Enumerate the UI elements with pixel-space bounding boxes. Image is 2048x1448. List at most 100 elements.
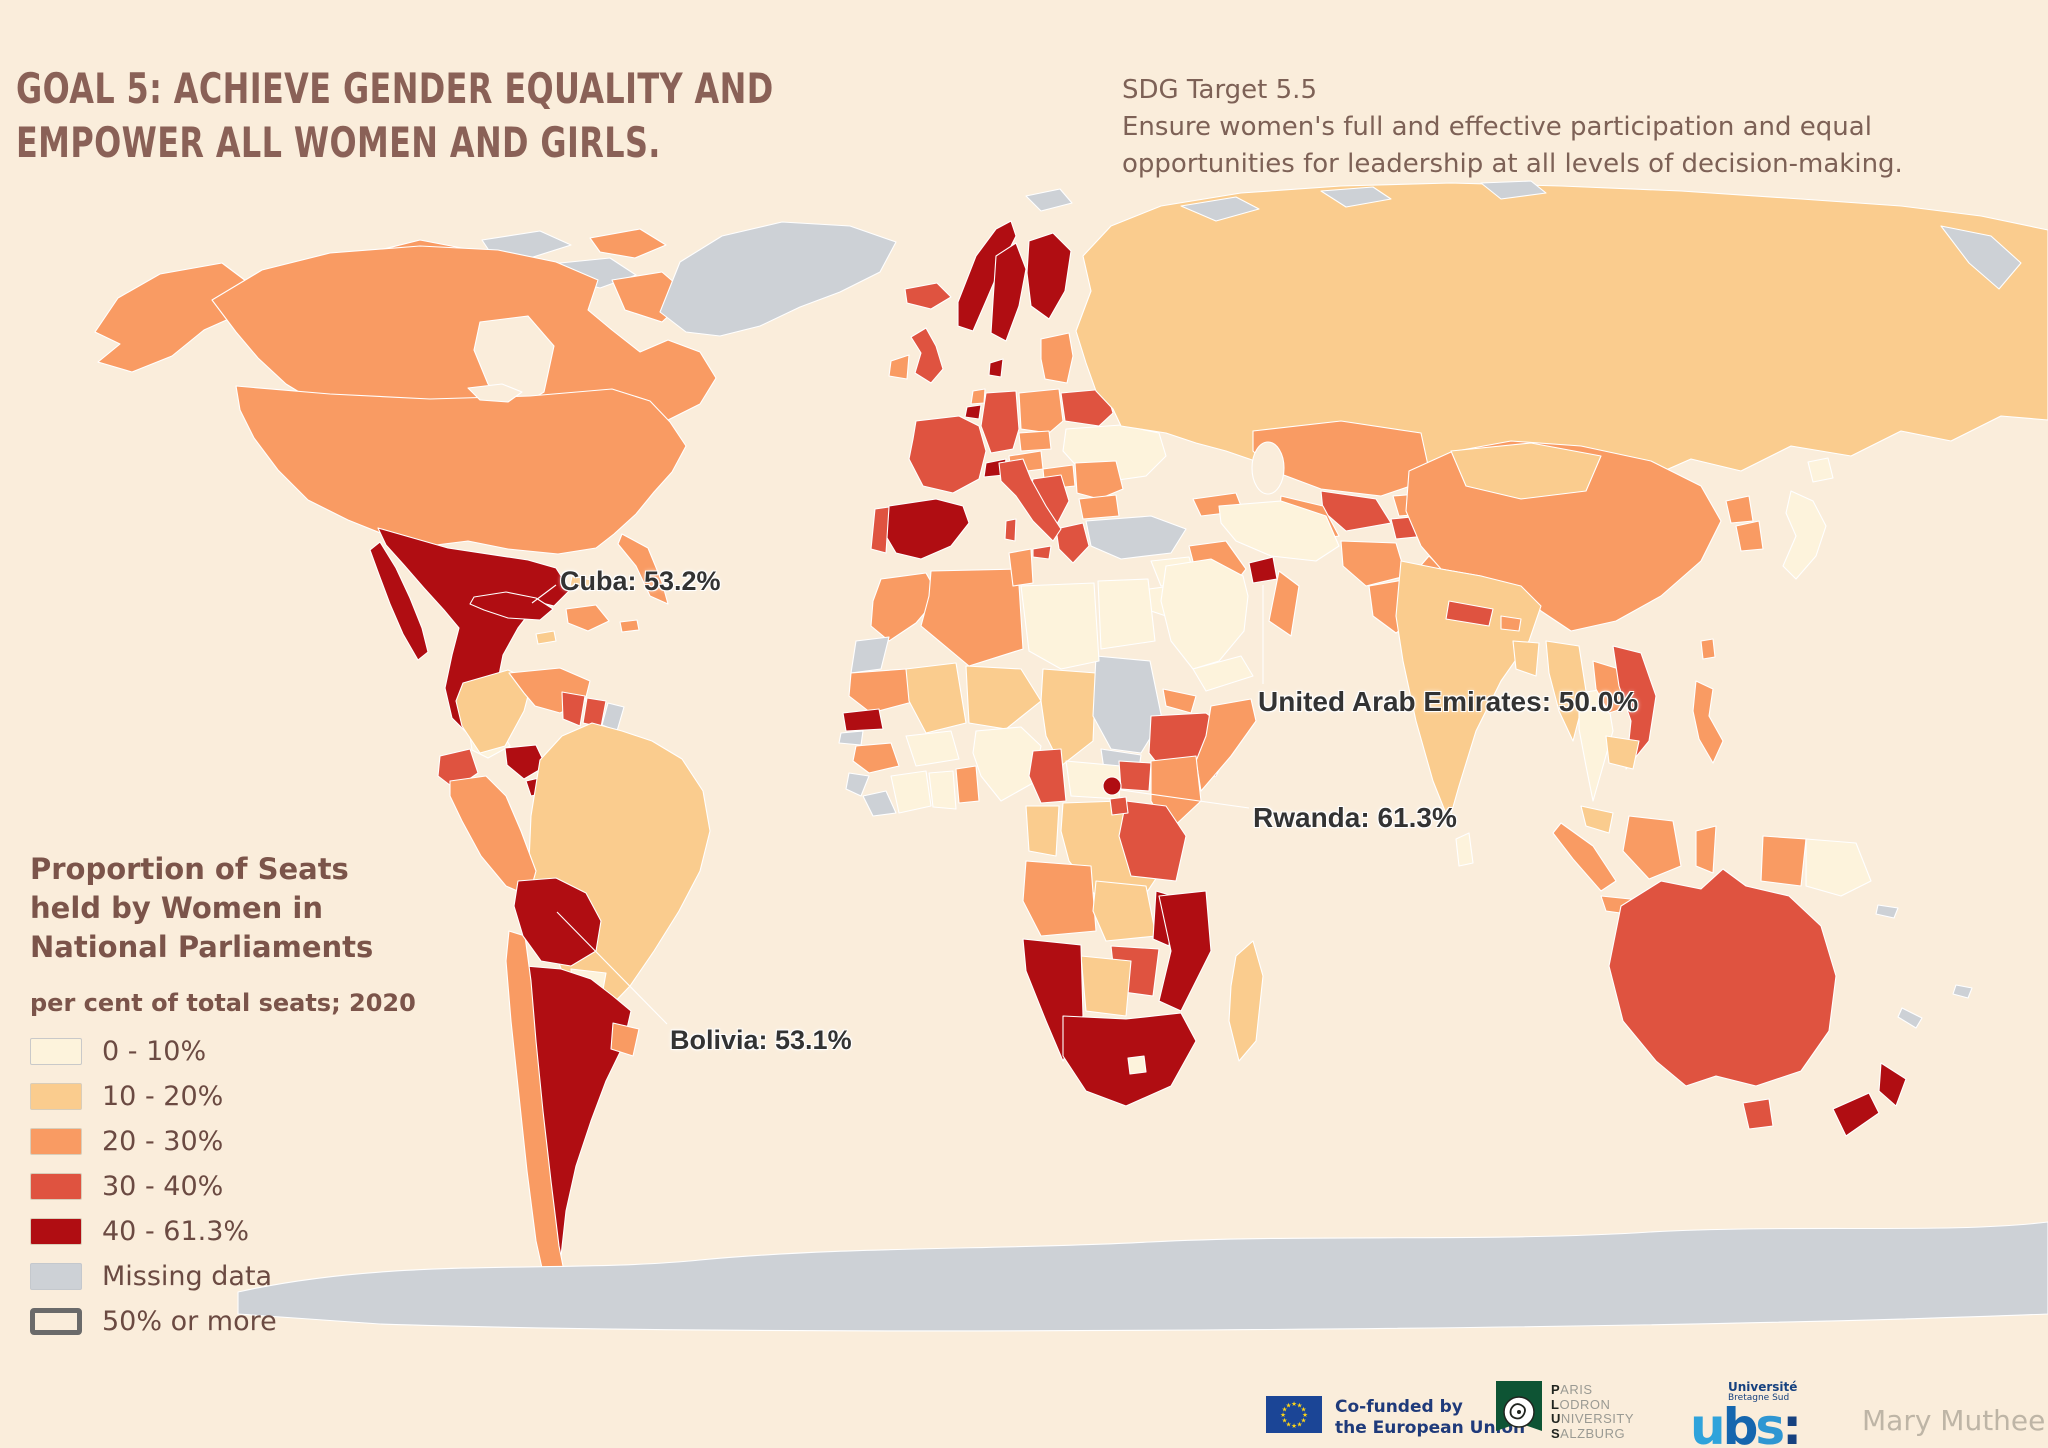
- legend-title-line2: held by Women in: [30, 891, 323, 925]
- leader-cuba: [531, 584, 557, 604]
- callout-cuba: Cuba: 53.2%: [560, 566, 721, 596]
- author-credit: Mary Muthee: [1862, 1404, 2046, 1437]
- eu-cofunded-logo: ★ ★ ★ ★ ★ ★ ★ ★ ★ ★ ★ ★ Co-funded by the Europea…: [1266, 1396, 1525, 1439]
- eu-flag-icon: ★ ★★ ★★★ ★★★ ★★★: [1266, 1396, 1322, 1433]
- country-uae: [1248, 556, 1278, 584]
- svg-text:★: ★: [1297, 1402, 1303, 1410]
- country-italy: [998, 458, 1062, 542]
- region-south-america: [437, 667, 711, 1287]
- country-png: [1805, 838, 1872, 897]
- country-france: [908, 415, 987, 494]
- svg-text:★: ★: [1297, 1421, 1303, 1429]
- country-indonesia: [1622, 815, 1682, 880]
- country-algeria: [920, 568, 1024, 667]
- legend-swatch-50-or-more: [30, 1308, 82, 1335]
- legend-title-line1: Proportion of Seats: [30, 852, 349, 886]
- country-antarctica: [237, 1221, 2048, 1332]
- legend-swatch-0-10: [30, 1038, 82, 1065]
- ubs-university-logo: Université Bretagne Sud ubs:: [1690, 1380, 1820, 1448]
- svg-text:★: ★: [1291, 1422, 1297, 1430]
- legend-item-missing: Missing data: [30, 1254, 430, 1299]
- country-rwanda: [1102, 776, 1122, 796]
- country-morocco: [870, 572, 940, 642]
- svg-text:★: ★: [1282, 1417, 1288, 1425]
- legend-item-50-or-more: 50% or more: [30, 1299, 430, 1344]
- legend-item-30-40: 30 - 40%: [30, 1164, 430, 1209]
- eu-cofunded-text: Co-funded by the European Union: [1335, 1397, 1526, 1438]
- country-libya: [1020, 582, 1100, 670]
- sdg-target-label: SDG Target 5.5: [1122, 75, 1317, 105]
- country-nigeria: [972, 726, 1042, 802]
- region-russia-central-asia: [1075, 180, 2048, 542]
- legend-item-40-61: 40 - 61.3%: [30, 1209, 430, 1254]
- country-egypt: [1097, 578, 1156, 650]
- legend-swatch-10-20: [30, 1083, 82, 1110]
- svg-text:★: ★: [1291, 1400, 1297, 1408]
- region-africa: [838, 548, 1264, 1107]
- legend-item-20-30: 20 - 30%: [30, 1119, 430, 1164]
- leader-rwanda: [1120, 789, 1250, 809]
- svg-text:★: ★: [1302, 1411, 1308, 1419]
- legend-swatch-30-40: [30, 1173, 82, 1200]
- callout-leader-lines: [531, 584, 1264, 1025]
- svg-text:★: ★: [1286, 1402, 1292, 1410]
- country-saudi-arabia: [1160, 558, 1249, 670]
- country-alaska: [94, 262, 251, 373]
- legend-title: Proportion of Seats held by Women in Nat…: [30, 850, 430, 967]
- highlighted-countries: [469, 556, 1278, 967]
- ubs-wordmark-icon: ubs:: [1690, 1398, 1803, 1448]
- country-germany: [980, 390, 1020, 454]
- page-title: GOAL 5: ACHIEVE GENDER EQUALITY AND EMPO…: [16, 62, 774, 170]
- callout-uae: United Arab Emirates: 50.0%: [1258, 686, 1639, 717]
- leader-bolivia: [556, 911, 668, 1025]
- page-title-line2: EMPOWER ALL WOMEN AND GIRLS.: [16, 118, 661, 167]
- country-cuba: [469, 591, 554, 621]
- country-philippines: [1692, 680, 1724, 764]
- country-madagascar: [1228, 940, 1264, 1062]
- country-new-zealand: [1878, 1062, 1907, 1107]
- country-iran: [1218, 500, 1340, 562]
- callout-rwanda: Rwanda: 61.3%: [1253, 802, 1457, 833]
- region-oceania: [1608, 868, 1973, 1137]
- svg-text:★: ★: [1301, 1406, 1307, 1414]
- country-mongolia: [1450, 442, 1602, 500]
- region-antarctica: [237, 1221, 2048, 1332]
- country-greenland: [659, 221, 897, 337]
- callout-bolivia: Bolivia: 53.1%: [670, 1025, 852, 1055]
- country-sudan: [1092, 655, 1163, 754]
- svg-text:★: ★: [1301, 1417, 1307, 1425]
- country-australia: [1608, 868, 1837, 1087]
- legend-item-0-10: 0 - 10%: [30, 1029, 430, 1074]
- map-legend: Proportion of Seats held by Women in Nat…: [30, 850, 430, 1344]
- country-japan: [1782, 490, 1827, 580]
- country-uk: [910, 327, 944, 384]
- region-middle-east: [1085, 441, 1340, 692]
- svg-text:★: ★: [1280, 1411, 1286, 1419]
- legend-swatch-20-30: [30, 1128, 82, 1155]
- country-senegal: [842, 708, 884, 732]
- country-mozambique: [1158, 890, 1212, 1012]
- country-bolivia: [513, 877, 602, 967]
- legend-subtitle: per cent of total seats; 2020: [30, 989, 416, 1017]
- page-title-line1: GOAL 5: ACHIEVE GENDER EQUALITY AND: [16, 64, 774, 113]
- legend-item-10-20: 10 - 20%: [30, 1074, 430, 1119]
- sdg-target-line2: opportunities for leadership at all leve…: [1122, 149, 1903, 179]
- svg-text:★: ★: [1286, 1421, 1292, 1429]
- country-turkey: [1085, 515, 1187, 560]
- country-russia: [1075, 182, 2048, 490]
- ubs-university-name: Université Bretagne Sud: [1728, 1380, 1798, 1403]
- region-europe: [870, 220, 1167, 564]
- plus-university-logo: PARIS LODRON UNIVERSITY SALZBURG: [1496, 1381, 1634, 1441]
- plus-university-text: PARIS LODRON UNIVERSITY SALZBURG: [1551, 1382, 1635, 1441]
- plus-shield-icon: [1496, 1381, 1542, 1431]
- svg-text:★: ★: [1282, 1406, 1288, 1414]
- legend-swatch-40-61: [30, 1218, 82, 1245]
- sdg-target-text: SDG Target 5.5 Ensure women's full and e…: [1122, 72, 1903, 183]
- region-south-east-asia: [1340, 440, 1872, 920]
- country-vietnam: [1612, 645, 1657, 770]
- legend-swatch-missing: [30, 1263, 82, 1290]
- legend-title-line3: National Parliaments: [30, 930, 374, 964]
- sdg-target-line1: Ensure women's full and effective partic…: [1122, 112, 1872, 142]
